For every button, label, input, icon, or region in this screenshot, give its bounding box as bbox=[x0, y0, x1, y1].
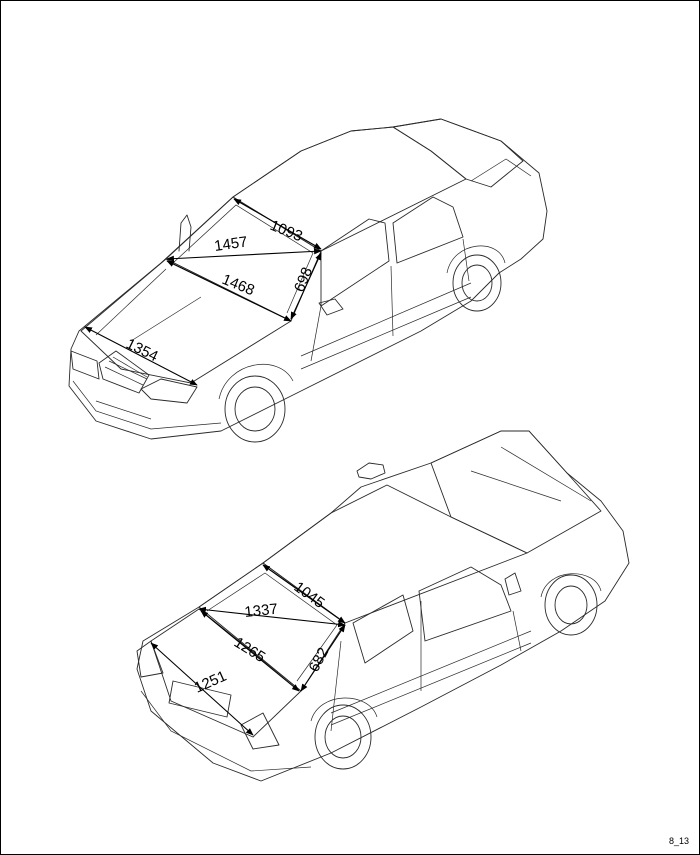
dimension-line-1354 bbox=[84, 326, 198, 386]
dimension-label-698: 698 bbox=[291, 265, 316, 295]
dimension-line-682 bbox=[300, 624, 346, 692]
dimension-label-1251: 1251 bbox=[192, 668, 229, 697]
rear-car-drawing bbox=[136, 430, 630, 782]
dimension-line-698 bbox=[290, 252, 322, 320]
dimension-line-1093 bbox=[233, 198, 322, 250]
front-dimension-labels: 1093 1457 1468 698 1354 bbox=[123, 217, 316, 365]
dimension-line-1468 bbox=[166, 260, 292, 322]
figure-id: 8_13 bbox=[669, 836, 689, 846]
dimension-line-1457 bbox=[166, 248, 322, 262]
dimension-line-1251 bbox=[150, 642, 254, 736]
dimension-label-1337: 1337 bbox=[244, 601, 279, 621]
dimension-label-1457: 1457 bbox=[213, 233, 248, 254]
rear-dimension-lines bbox=[150, 564, 346, 736]
dimension-label-1093: 1093 bbox=[268, 217, 305, 245]
front-dimension-lines bbox=[84, 198, 322, 386]
rear-dimension-labels: 1045 1337 1265 682 1251 bbox=[192, 578, 333, 696]
